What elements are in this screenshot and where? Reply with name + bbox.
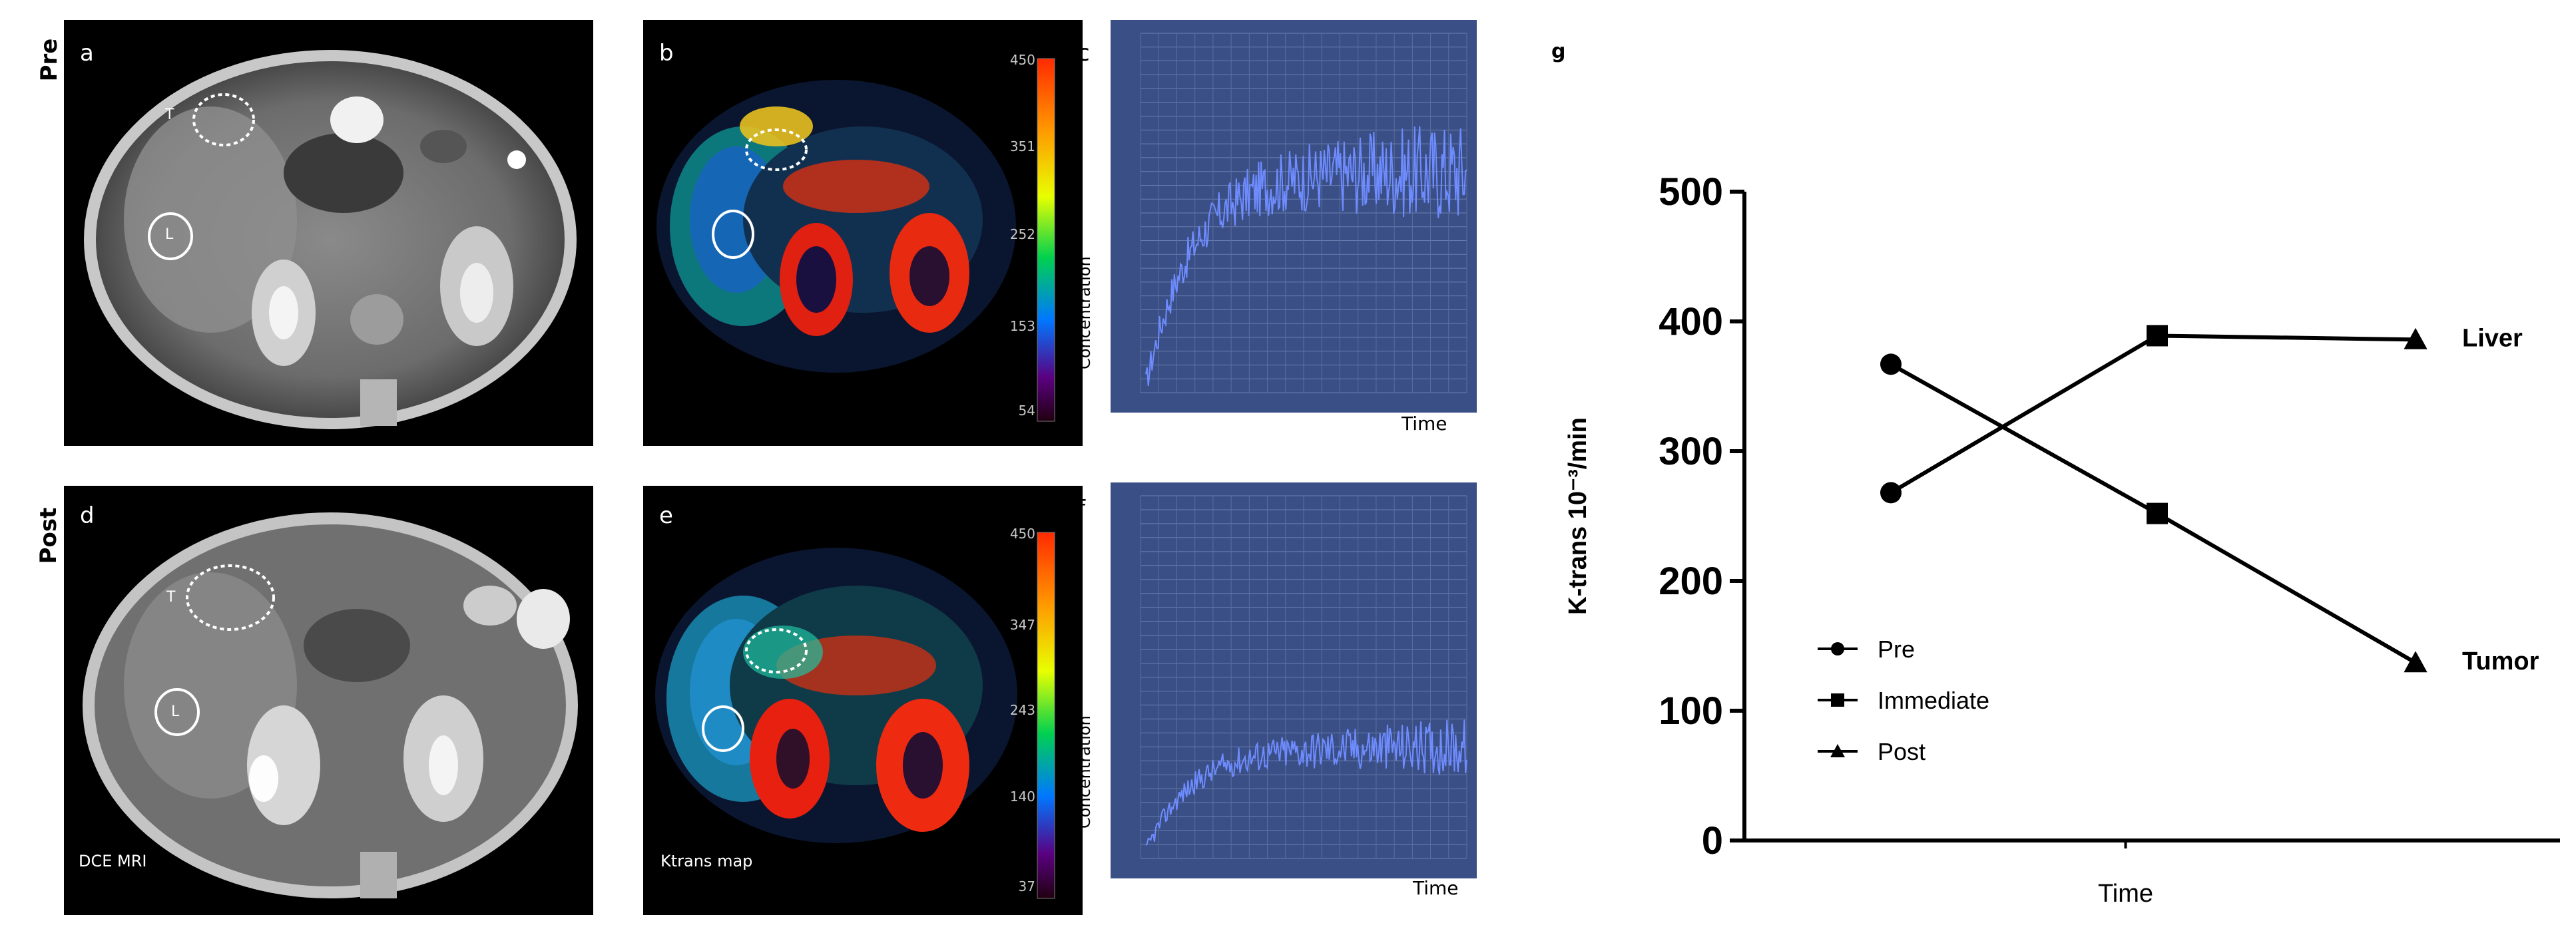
row-label-post: Post <box>35 507 62 564</box>
roi-label-liver-a: L <box>165 226 174 243</box>
concentration-trace <box>1145 126 1467 387</box>
panel-letter-c: c <box>1077 40 1090 67</box>
colorbar-tick: 347 <box>1009 617 1035 633</box>
panel-letter-g: g <box>1551 40 1566 63</box>
caption-ktrans-map: Ktrans map <box>660 852 753 870</box>
y-axis-label: K-trans 10⁻³/min <box>1564 417 1592 615</box>
y-tick-label: 300 <box>1659 430 1723 473</box>
data-point-tumor-immediate <box>2147 502 2168 524</box>
curve-background <box>1111 20 1477 413</box>
y-tick-label: 500 <box>1659 170 1723 214</box>
curve-xlabel-f: Time <box>1413 877 1459 899</box>
data-point-liver-post <box>2404 327 2428 349</box>
colorbar-tick: 243 <box>1009 702 1035 718</box>
legend-label-pre: Pre <box>1878 636 1915 663</box>
roi-label-tumor-a: T <box>165 106 174 123</box>
data-point-liver-pre <box>1880 482 1902 504</box>
colorbar-tick: 252 <box>1009 226 1035 242</box>
colorbar-tick: 153 <box>1009 318 1035 334</box>
colorbar-tick: 37 <box>1018 878 1035 894</box>
curve-ylabel-f: Concentration <box>1075 715 1094 829</box>
colorbar-tick: 140 <box>1009 789 1035 805</box>
curve-xlabel-c: Time <box>1402 413 1447 435</box>
concentration-curve-post <box>1111 482 1477 878</box>
y-tick-label: 400 <box>1659 300 1723 343</box>
colorbar-tick: 54 <box>1018 403 1035 419</box>
colorbar-tick: 450 <box>1009 526 1035 542</box>
roi-label-tumor-d: T <box>166 589 176 606</box>
colorbar-tick: 351 <box>1009 138 1035 154</box>
ktrans-map-post <box>643 486 1083 915</box>
y-tick-label: 100 <box>1659 689 1723 733</box>
roi-label-liver-d: L <box>171 703 180 720</box>
data-point-tumor-post <box>2404 651 2428 673</box>
ktrans-map-pre <box>643 20 1083 446</box>
mri-image-pre <box>64 20 593 446</box>
panel-letter-f: f <box>1077 496 1085 522</box>
legend-marker-immediate <box>1831 693 1844 707</box>
mri-image-post <box>64 486 593 915</box>
legend-marker-pre <box>1831 642 1844 655</box>
concentration-curve-pre <box>1111 20 1477 413</box>
caption-dce-mri: DCE MRI <box>79 852 147 870</box>
series-label-tumor: Tumor <box>2462 648 2539 675</box>
data-point-tumor-pre <box>1880 353 1902 375</box>
legend-marker-post <box>1830 744 1845 757</box>
data-point-liver-immediate <box>2147 325 2168 347</box>
legend-label-immediate: Immediate <box>1878 687 1989 714</box>
series-line-liver <box>1890 333 2416 494</box>
panel-letter-b: b <box>659 40 674 67</box>
y-tick-label: 200 <box>1659 560 1723 603</box>
x-axis-label: Time <box>2098 880 2153 908</box>
ktrans-chart: 0 100 200 300 400 500 K-trans 10⁻³/min Time Live… <box>1564 170 2560 908</box>
legend-label-post: Post <box>1878 738 1926 765</box>
panel-letter-a: a <box>80 40 94 67</box>
concentration-trace <box>1145 719 1467 846</box>
row-label-pre: Pre <box>36 38 63 82</box>
y-tick-label: 0 <box>1702 819 1723 862</box>
colorbar-tick: 450 <box>1009 52 1035 68</box>
curve-ylabel-c: Concentration <box>1075 256 1094 369</box>
panel-letter-e: e <box>659 502 673 529</box>
panel-letter-d: d <box>80 502 95 529</box>
series-label-liver: Liver <box>2462 324 2523 352</box>
